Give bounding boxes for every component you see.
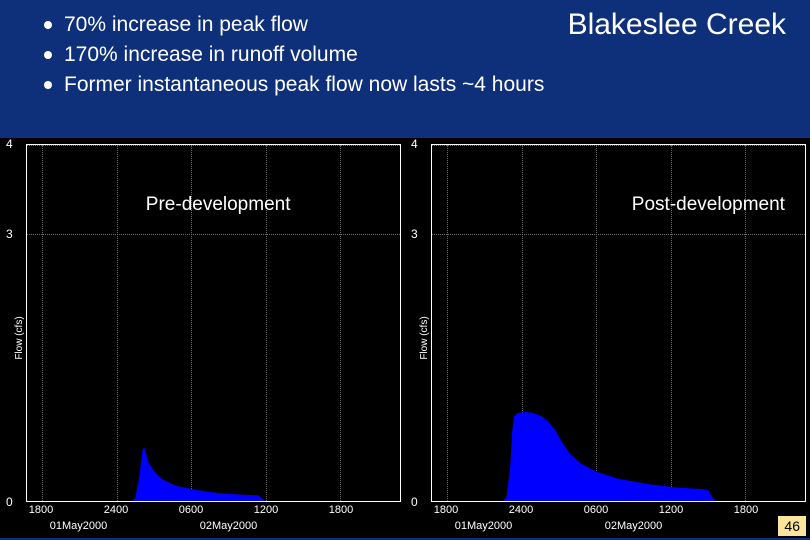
xtick: 1200 xyxy=(659,504,683,516)
ytick: 0 xyxy=(411,495,418,509)
xtick: 2400 xyxy=(509,504,533,516)
ytick: 3 xyxy=(6,227,13,241)
xtick: 0600 xyxy=(179,504,203,516)
page-number: 46 xyxy=(778,516,806,536)
xdate: 01May2000 xyxy=(455,520,513,532)
y-axis-label: Flow (cfs) xyxy=(14,316,25,359)
xtick: 1200 xyxy=(254,504,278,516)
xdate: 01May2000 xyxy=(50,520,108,532)
xtick: 1800 xyxy=(734,504,758,516)
xtick: 1800 xyxy=(434,504,458,516)
bullet-3: Former instantaneous peak flow now lasts… xyxy=(64,70,810,100)
ytick: 3 xyxy=(411,227,418,241)
ytick: 4 xyxy=(411,137,418,151)
xtick: 0600 xyxy=(584,504,608,516)
bullet-2: 170% increase in runoff volume xyxy=(64,40,810,70)
xdate: 02May2000 xyxy=(605,520,663,532)
header: 70% increase in peak flow 170% increase … xyxy=(0,0,810,104)
xtick: 1800 xyxy=(329,504,353,516)
xdate: 02May2000 xyxy=(200,520,258,532)
slide: 70% increase in peak flow 170% increase … xyxy=(0,0,810,540)
creek-title: Blakeslee Creek xyxy=(568,8,786,42)
charts-row: 0 3 4 Flow (cfs) 1800 2400 0600 1200 1800 01May20… xyxy=(0,138,810,538)
chart-annotation: Post-development xyxy=(632,194,785,216)
ytick: 0 xyxy=(6,495,13,509)
chart-annotation: Pre-development xyxy=(146,194,291,216)
y-axis-label: Flow (cfs) xyxy=(419,316,430,359)
chart-pre: 0 3 4 Flow (cfs) 1800 2400 0600 1200 1800 01May20… xyxy=(0,138,405,538)
chart-post: 0 3 4 Flow (cfs) 1800 2400 0600 1200 1800 01May20… xyxy=(405,138,810,538)
ytick: 4 xyxy=(6,137,13,151)
xtick: 2400 xyxy=(104,504,128,516)
xtick: 1800 xyxy=(29,504,53,516)
